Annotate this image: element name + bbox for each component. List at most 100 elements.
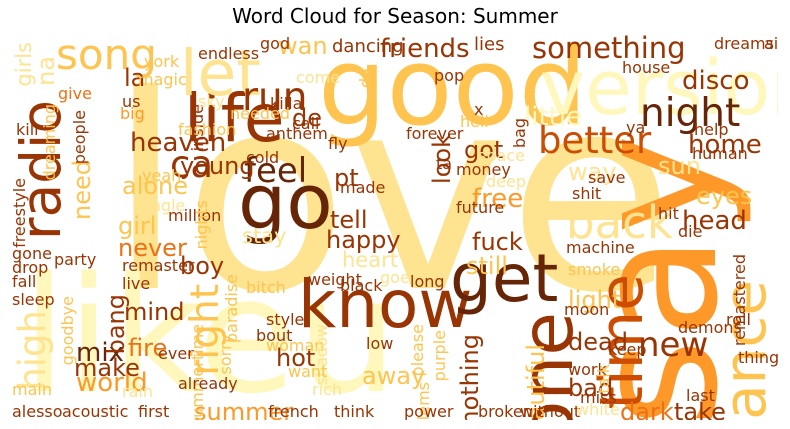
word-forever: forever	[406, 124, 464, 143]
word-human: human	[692, 144, 748, 163]
word-tell: tell	[330, 206, 368, 234]
word-rain: rain	[122, 382, 153, 401]
word-york: york	[144, 52, 180, 71]
word-de: de	[292, 104, 322, 132]
word-broken: broken	[478, 402, 533, 420]
word-please: please	[408, 324, 427, 377]
word-made: made	[340, 178, 386, 197]
word-keep: keep	[608, 340, 647, 359]
word-kill: kill	[16, 120, 39, 139]
word-house: house	[622, 58, 671, 77]
word-yeah: yeah	[142, 166, 182, 185]
word-cold: cold	[246, 148, 280, 167]
word-work: work	[568, 360, 607, 379]
word-need: need	[68, 160, 96, 220]
word-hot: hot	[276, 344, 316, 372]
word-sky: sky	[198, 92, 225, 111]
word-killa: killa	[270, 94, 303, 113]
word-friends: friends	[380, 34, 470, 64]
word-song: song	[56, 34, 157, 79]
word-endless: endless	[198, 44, 260, 63]
word-better: better	[538, 119, 652, 162]
word-get: get	[450, 240, 559, 317]
word-woman: woman	[266, 336, 325, 355]
word-fuck: fuck	[472, 228, 523, 256]
word-heart: heart	[342, 248, 398, 272]
word-think: think	[334, 402, 375, 420]
word-god: god	[260, 34, 291, 53]
word-hit: hit	[658, 204, 679, 223]
word-back: back	[566, 196, 673, 249]
word-dancing: dancing	[332, 36, 404, 57]
word-little: little	[524, 102, 583, 132]
word-nights: nights	[192, 200, 211, 250]
word-french: french	[268, 402, 319, 420]
word-bout: bout	[256, 326, 293, 345]
word-white: white	[576, 400, 620, 419]
word-summertime: summertime	[188, 324, 207, 420]
word-call: call	[292, 114, 320, 133]
word-help: help	[694, 120, 729, 139]
word-machine: machine	[566, 238, 635, 257]
word-long: long	[410, 272, 445, 291]
word-something: something	[532, 34, 686, 65]
word-girl: girl	[118, 212, 157, 240]
word-ya: ya	[626, 118, 646, 137]
word-people: people	[70, 110, 89, 165]
word-alone: alone	[122, 172, 189, 200]
word-sleep: sleep	[12, 290, 55, 309]
word-young: young	[180, 152, 255, 180]
word-life: life	[184, 80, 285, 157]
word-world: world	[76, 368, 148, 398]
word-thing: thing	[738, 348, 778, 367]
word-night: night	[640, 91, 741, 136]
word-ever: ever	[158, 344, 194, 363]
word-way: way	[568, 158, 617, 186]
word-rich: rich	[312, 380, 342, 399]
word-good: good	[318, 34, 588, 150]
word-bang: bang	[102, 294, 130, 355]
word-alesso: alesso	[12, 402, 63, 420]
chart-title: Word Cloud for Season: Summer	[232, 4, 558, 28]
word-deep: deep	[486, 172, 526, 191]
word-home: home	[688, 130, 762, 160]
word-gone: gone	[12, 244, 52, 263]
word-live: live	[122, 274, 151, 293]
word-fly: fly	[328, 134, 348, 153]
word-ca: ca	[170, 143, 214, 186]
word-pt: pt	[334, 164, 359, 192]
word-go: go	[238, 157, 333, 246]
word-new: new	[638, 325, 709, 365]
word-without: without	[520, 402, 581, 420]
word-light: light	[568, 286, 622, 314]
word-us: us	[122, 92, 141, 111]
word-die: die	[678, 222, 703, 241]
word-million: million	[168, 206, 222, 225]
word-bag: bag	[510, 118, 529, 149]
word-low: low	[366, 334, 394, 353]
word-space: space	[478, 146, 525, 165]
word-demons: demons	[678, 318, 742, 337]
word-come: come	[296, 68, 341, 87]
word-dreams: dreams	[714, 34, 774, 53]
word-future: future	[456, 198, 505, 217]
word-run: run	[242, 75, 308, 120]
word-miss: miss	[580, 388, 617, 407]
word-eyes: eyes	[696, 182, 753, 210]
word-smoke: smoke	[568, 260, 621, 279]
word-take: take	[674, 398, 726, 420]
word-want: want	[288, 362, 328, 381]
word-freestyle: freestyle	[12, 178, 29, 248]
word-goes: goes	[380, 268, 419, 287]
word-hell: hell	[460, 112, 489, 131]
word-acoustic: acoustic	[62, 402, 129, 420]
word-cloud: lovesaylikeugoodversionlifeletgoknowgeto…	[12, 34, 778, 420]
word-la: la	[124, 64, 146, 92]
word-needed: needed	[230, 104, 290, 123]
word-magic: magic	[138, 70, 187, 89]
word-likeu: likeu	[22, 242, 398, 420]
word-drop: drop	[12, 258, 49, 277]
word-dreaming: dreaming	[40, 104, 59, 181]
word-let: let	[180, 37, 261, 110]
word-got: got	[464, 136, 504, 164]
